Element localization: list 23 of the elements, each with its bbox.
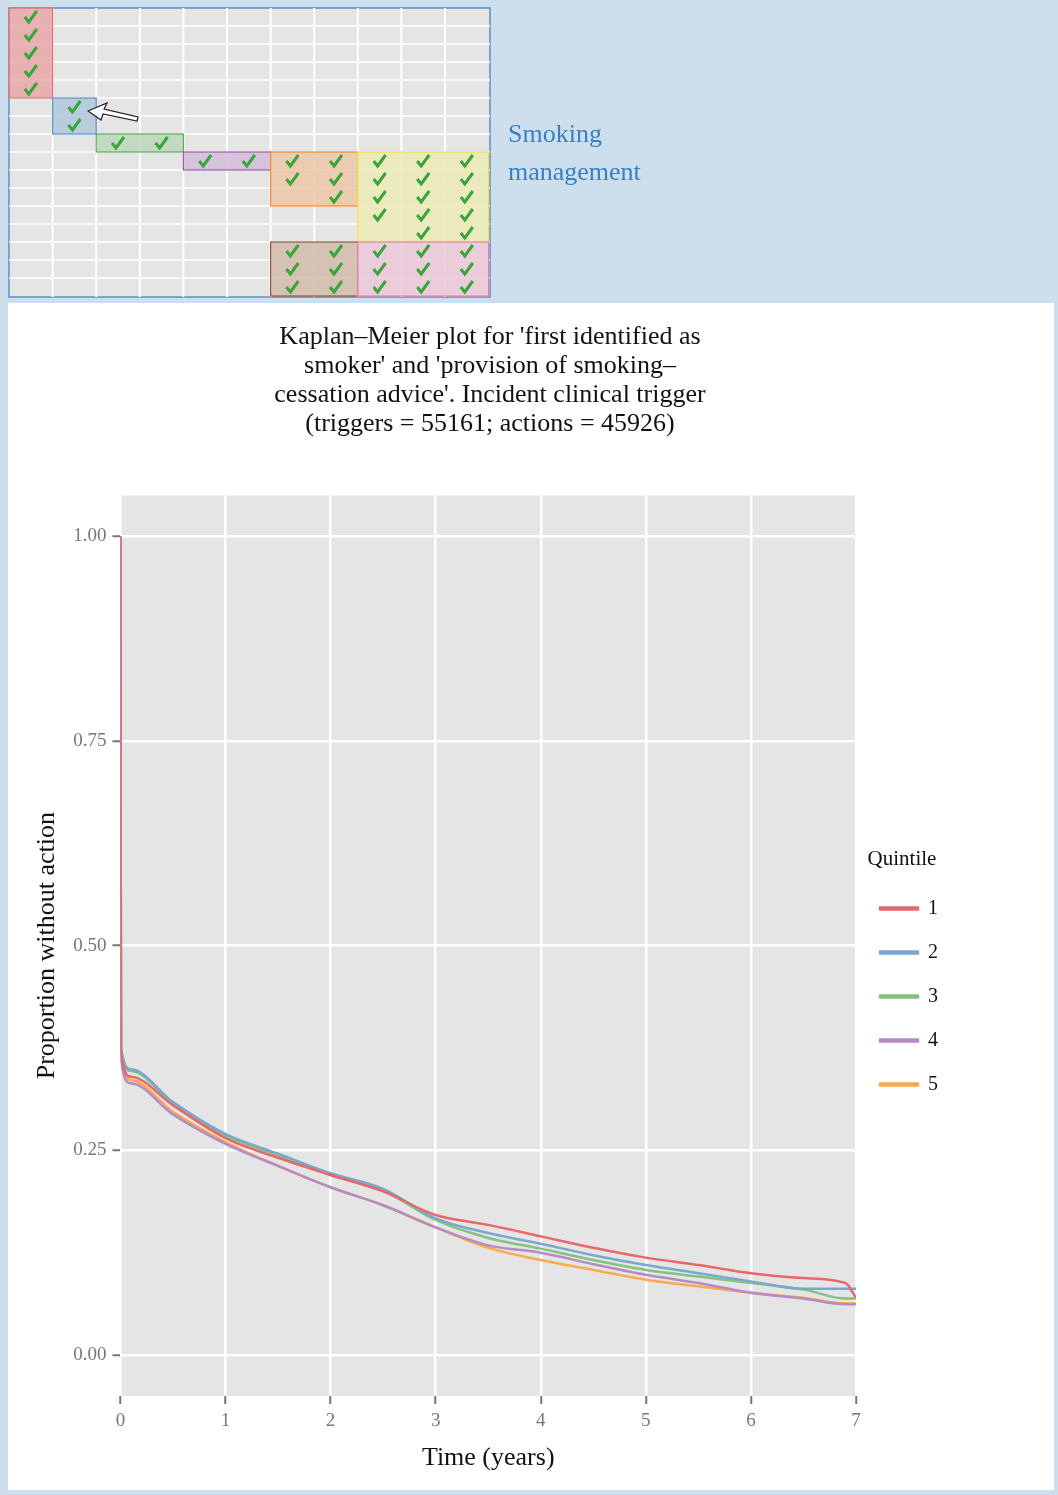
x-tick-label: 3 — [430, 1409, 441, 1431]
x-tick-label: 5 — [641, 1409, 651, 1431]
y-tick-label: 0.00 — [73, 1343, 107, 1365]
legend-title: Quintile — [867, 846, 937, 871]
y-tick-label: 0.75 — [73, 729, 107, 750]
legend-label: 2 — [928, 939, 938, 962]
legend-label: 5 — [928, 1071, 938, 1094]
legend-label: 1 — [928, 895, 938, 918]
legend-label: 4 — [928, 1027, 938, 1050]
y-axis-title: Proportion without action — [31, 812, 61, 1080]
x-tick-label: 1 — [220, 1409, 231, 1431]
legend-label: 3 — [928, 983, 938, 1006]
y-tick-label: 1.00 — [73, 524, 107, 546]
x-tick-label: 2 — [325, 1409, 336, 1431]
x-tick-label: 7 — [851, 1409, 861, 1431]
x-axis-title: Time (years) — [421, 1442, 555, 1472]
y-tick-label: 0.50 — [73, 933, 107, 955]
chart-title: Kaplan–Meier plot for 'first identified as smoker' and 'provision of smoking–cessation advice'. Incident clinical trigger (triggers = 55161; actions = 45926) — [273, 321, 707, 437]
x-tick-label: 4 — [536, 1409, 547, 1431]
text: Smoking management — [508, 118, 642, 188]
x-tick-label: 0 — [115, 1409, 126, 1431]
x-tick-label: 6 — [746, 1409, 756, 1431]
y-tick-label: 0.25 — [73, 1138, 107, 1160]
